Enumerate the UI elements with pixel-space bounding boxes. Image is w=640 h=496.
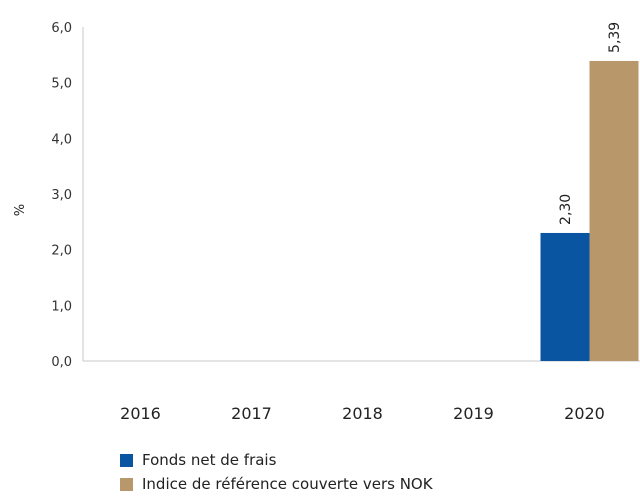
y-tick-label: 0,0 xyxy=(51,355,72,370)
legend-swatch-fund xyxy=(120,453,133,467)
y-axis-label: % xyxy=(10,204,25,216)
data-label: 5,39 xyxy=(607,22,623,53)
y-tick-label: 5,0 xyxy=(51,77,72,92)
legend-label-benchmark: Indice de référence couverte vers NOK xyxy=(142,475,433,493)
y-tick-label: 6,0 xyxy=(51,21,72,36)
y-axis-ticks: 0,0 1,0 2,0 3,0 4,0 5,0 6,0 xyxy=(51,21,72,370)
x-tick-label: 2020 xyxy=(564,404,605,423)
y-tick-label: 1,0 xyxy=(51,299,72,314)
y-tick-label: 3,0 xyxy=(51,188,72,203)
legend-item-benchmark: Indice de référence couverte vers NOK xyxy=(120,472,433,496)
x-axis-categories: 2016 2017 2018 2019 2020 xyxy=(120,404,605,423)
bar-fund xyxy=(540,232,590,361)
x-tick-label: 2016 xyxy=(120,404,161,423)
x-tick-label: 2017 xyxy=(231,404,272,423)
bar-chart: 0,0 1,0 2,0 3,0 4,0 5,0 6,0 % 2016 2017 2018 2019… xyxy=(10,21,640,423)
bars xyxy=(540,60,639,361)
legend-label-fund: Fonds net de frais xyxy=(142,451,277,469)
data-label: 2,30 xyxy=(558,194,574,225)
x-tick-label: 2018 xyxy=(342,404,383,423)
legend-item-fund: Fonds net de frais xyxy=(120,448,433,472)
legend: Fonds net de frais Indice de référence c… xyxy=(120,448,433,496)
data-labels: 2,30 5,39 xyxy=(558,22,623,225)
y-tick-label: 4,0 xyxy=(51,132,72,147)
bar-benchmark xyxy=(589,60,639,361)
x-tick-label: 2019 xyxy=(453,404,494,423)
y-tick-label: 2,0 xyxy=(51,244,72,259)
legend-swatch-benchmark xyxy=(120,477,133,491)
